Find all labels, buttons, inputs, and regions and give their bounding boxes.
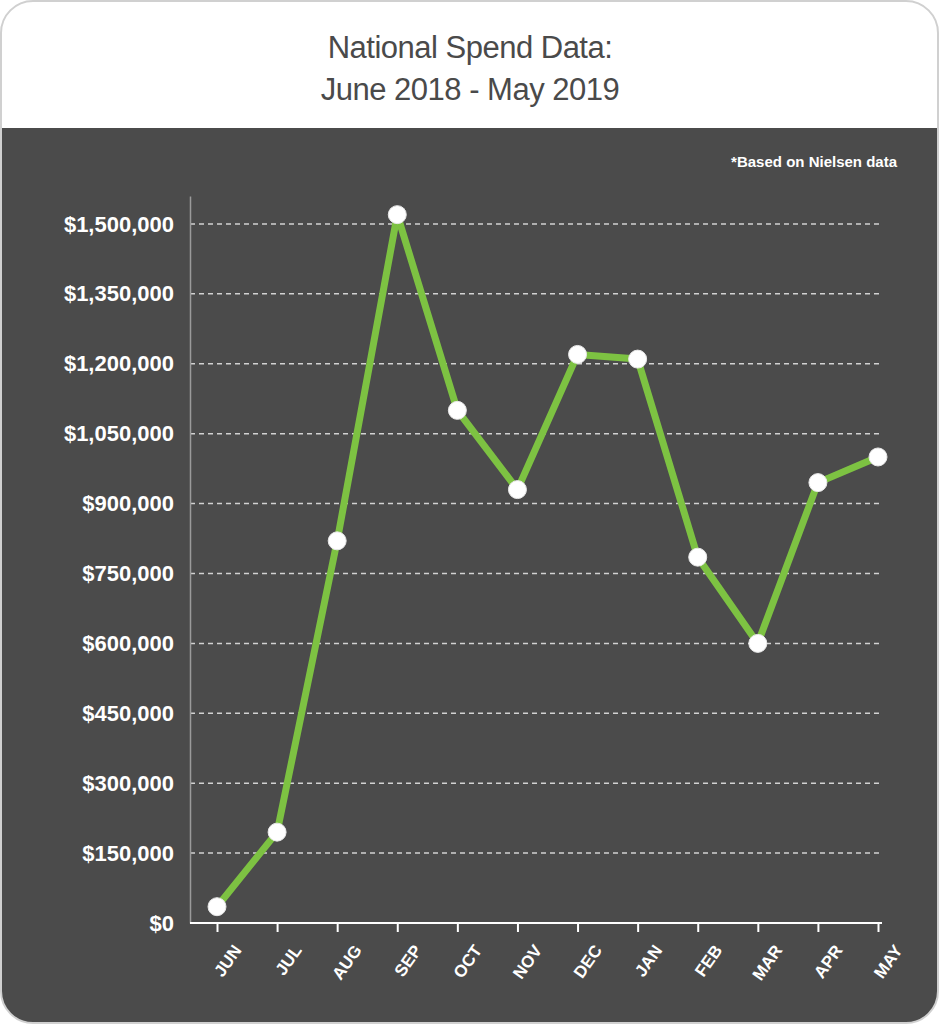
x-tick-label: DEC [570, 942, 606, 982]
marker [869, 448, 887, 466]
card-border [1, 1, 938, 1023]
x-tick-mark [397, 923, 399, 932]
y-tick: $150,000 [82, 841, 190, 866]
x-tick-mark [517, 923, 519, 932]
title-line: National Spend Data: [328, 30, 613, 65]
grid-line [190, 922, 882, 924]
grid-line [190, 573, 882, 575]
x-tick-label: APR [810, 942, 846, 982]
y-tick-label: $750,000 [82, 561, 174, 586]
y-tick: $1,200,000 [64, 351, 190, 376]
grid [190, 224, 882, 923]
x-tick-label: MAR [749, 942, 787, 985]
chart: National Spend Data: June 2018 - May 2019… [0, 0, 939, 1024]
line [217, 215, 878, 907]
y-tick-label: $600,000 [82, 631, 174, 656]
y-tick-label: $450,000 [82, 701, 174, 726]
x-tick-label: NOV [509, 941, 546, 983]
x-tick: OCT [450, 923, 486, 982]
x-tick-mark [637, 923, 639, 932]
y-tick-label: $1,200,000 [64, 351, 174, 376]
marker [749, 634, 767, 652]
y-tick-label: $150,000 [82, 841, 174, 866]
marker [629, 350, 647, 368]
grid-line [190, 643, 882, 645]
x-tick-label: JAN [631, 942, 666, 981]
y-tick: $750,000 [82, 561, 190, 586]
marker [689, 548, 707, 566]
marker [508, 481, 526, 499]
grid-line [190, 223, 882, 225]
grid-line [190, 433, 882, 435]
marker [448, 401, 466, 419]
x-tick-mark [697, 923, 699, 932]
y-tick: $450,000 [82, 701, 190, 726]
marks [208, 206, 887, 916]
x-tick-label: FEB [691, 942, 726, 981]
y-tick: $900,000 [82, 491, 190, 516]
y-axis: $0 $150,000 $300,000 $450,000 $600,000 $750,0… [64, 197, 191, 936]
grid-line [190, 713, 882, 715]
marker [809, 474, 827, 492]
x-tick: JUL [272, 923, 306, 979]
x-tick-label: JUL [272, 942, 306, 979]
x-tick-mark [757, 923, 759, 932]
y-tick: $0 [150, 911, 190, 936]
x-axis: JUN JUL AUG SEP OCT NOV DEC JAN FEB MAR APR MAY [190, 923, 907, 984]
x-tick-mark [457, 923, 459, 932]
x-tick: JAN [631, 923, 666, 980]
x-tick-mark [277, 923, 279, 932]
annotation: *Based on Nielsen data [731, 153, 898, 170]
y-tick: $1,350,000 [64, 281, 190, 306]
grid-line [190, 293, 882, 295]
y-axis-line [190, 197, 192, 924]
y-tick-label: $0 [150, 911, 174, 936]
grid-line [190, 503, 882, 505]
y-tick-label: $1,500,000 [64, 212, 174, 237]
x-tick-mark [217, 923, 219, 932]
x-tick: APR [810, 923, 846, 982]
x-axis-line [190, 922, 882, 924]
x-tick: MAR [749, 923, 787, 984]
marker [388, 206, 406, 224]
marker [328, 532, 346, 550]
marker [268, 823, 286, 841]
x-tick-mark [337, 923, 339, 932]
y-tick: $1,050,000 [64, 421, 190, 446]
x-tick: FEB [691, 923, 726, 980]
y-tick-label: $1,050,000 [64, 421, 174, 446]
x-tick: JUN [211, 923, 246, 980]
y-tick: $600,000 [82, 631, 190, 656]
x-tick-mark [577, 923, 579, 932]
x-tick-label: AUG [329, 942, 366, 984]
y-tick-label: $300,000 [82, 771, 174, 796]
card [1, 1, 938, 1023]
x-tick-label: MAY [870, 941, 907, 982]
x-tick: DEC [570, 923, 606, 982]
y-tick: $1,500,000 [64, 212, 190, 237]
grid-line [190, 782, 882, 784]
x-tick-label: JUN [211, 942, 246, 981]
y-tick-label: $1,350,000 [64, 281, 174, 306]
marker [208, 898, 226, 916]
x-tick-label: OCT [450, 941, 486, 982]
y-tick: $300,000 [82, 771, 190, 796]
title-line: June 2018 - May 2019 [321, 72, 620, 107]
plot-background [1, 128, 938, 1023]
x-tick-mark [817, 923, 819, 932]
grid-line [190, 363, 882, 365]
marker [569, 345, 587, 363]
x-tick: MAY [870, 923, 907, 982]
title: National Spend Data: June 2018 - May 2019 [321, 30, 620, 107]
x-tick: SEP [391, 923, 426, 980]
x-tick: AUG [329, 923, 366, 983]
grid-line [190, 852, 882, 854]
x-tick-mark [878, 923, 880, 932]
x-tick: NOV [509, 923, 546, 983]
x-tick-label: SEP [391, 942, 426, 981]
y-tick-label: $900,000 [82, 491, 174, 516]
